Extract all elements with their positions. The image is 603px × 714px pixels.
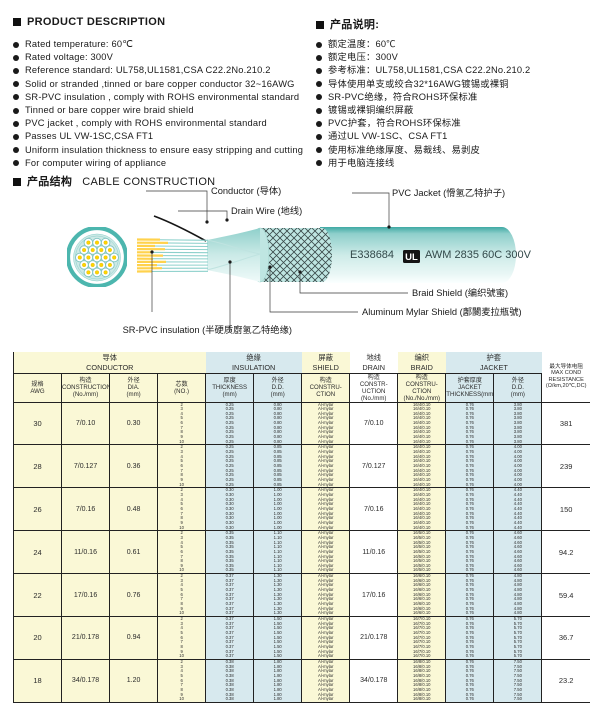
svg-text:Aluminum Mylar Shield (鄌闄麦拉瓶號): Aluminum Mylar Shield (鄌闄麦拉瓶號): [362, 306, 522, 317]
svg-text:AWM 2835 60C 300V: AWM 2835 60C 300V: [425, 249, 532, 261]
svg-text:Braid Shield (编织號蜜): Braid Shield (编织號蜜): [412, 287, 508, 298]
svg-text:Conductor (导体): Conductor (导体): [211, 185, 281, 196]
svg-text:PVC Jacket (愲氢乙特护子): PVC Jacket (愲氢乙特护子): [392, 187, 505, 198]
svg-text:E338684: E338684: [350, 249, 394, 261]
svg-text:UL: UL: [405, 252, 418, 263]
svg-text:SR-PVC insulation (半硬质廚氢乙特绝缘): SR-PVC insulation (半硬质廚氢乙特绝缘): [123, 324, 292, 335]
svg-text:Drain Wire (地线): Drain Wire (地线): [231, 205, 302, 216]
